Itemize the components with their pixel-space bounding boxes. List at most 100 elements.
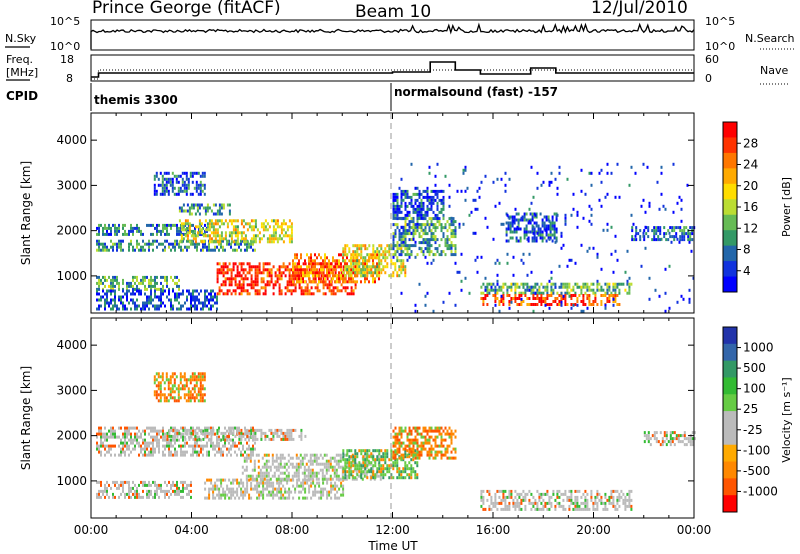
power-cell <box>216 280 219 284</box>
power-cell <box>192 203 195 207</box>
vel-cell <box>426 441 429 445</box>
power-cell <box>546 282 549 286</box>
vel-cell <box>394 444 397 448</box>
power-cell <box>112 289 114 293</box>
power-cell <box>178 301 180 305</box>
power-cell <box>222 262 225 266</box>
power-cell <box>484 288 487 292</box>
power-cell <box>486 303 489 306</box>
vel-cell <box>236 481 239 485</box>
vel-cell <box>134 426 136 430</box>
vel-cell <box>307 471 310 475</box>
power-cell <box>406 223 409 227</box>
vel-cell <box>150 489 152 493</box>
power-cell <box>550 180 553 184</box>
power-cell <box>442 201 445 205</box>
power-cell <box>560 297 563 300</box>
power-cell <box>180 248 182 252</box>
power-cell <box>214 212 217 216</box>
vel-cell <box>242 432 244 436</box>
vel-cell <box>206 426 208 430</box>
vel-cell <box>414 470 417 474</box>
vel-cell <box>295 453 298 457</box>
power-cell <box>196 242 198 246</box>
vel-cell <box>422 435 425 439</box>
power-cell <box>523 233 526 237</box>
vel-cell <box>362 464 365 468</box>
power-cell <box>142 304 144 308</box>
power-cell <box>167 189 170 193</box>
vel-cell <box>98 495 100 499</box>
vel-cell <box>156 492 158 496</box>
power-cell <box>424 226 427 230</box>
vel-cell <box>319 453 322 457</box>
power-cell <box>194 225 197 229</box>
power-cell <box>400 232 403 236</box>
vel-cell <box>420 432 423 436</box>
power-cell <box>158 223 160 227</box>
power-cell <box>312 274 314 278</box>
power-cell <box>356 250 359 254</box>
power-cell <box>300 265 302 269</box>
power-cell <box>392 238 395 242</box>
vel-cell <box>331 465 334 469</box>
power-colorbar-segment <box>723 168 737 185</box>
vel-cell <box>375 474 378 478</box>
power-cell <box>342 274 344 278</box>
power-cell <box>412 235 415 239</box>
power-cell <box>428 223 431 227</box>
power-cell <box>422 253 425 257</box>
power-cell <box>173 174 176 178</box>
power-cell <box>202 245 204 249</box>
power-cell <box>482 297 485 300</box>
power-cell <box>410 253 413 257</box>
vel-cell <box>150 450 152 454</box>
vel-cell <box>408 450 411 454</box>
power-cell <box>550 285 553 289</box>
vel-cell <box>316 490 319 494</box>
power-cell <box>504 189 507 193</box>
power-cell <box>368 256 371 260</box>
vel-cell <box>400 435 403 439</box>
power-colorbar-tick-label: 16 <box>743 200 758 214</box>
power-cell <box>432 217 435 221</box>
power-cell <box>294 256 296 260</box>
power-cell <box>306 286 309 290</box>
power-cell <box>524 291 527 295</box>
vel-cell <box>482 501 485 505</box>
vel-cell <box>114 480 116 484</box>
power-cell <box>669 235 672 239</box>
power-cell <box>300 256 302 260</box>
power-cell <box>104 284 106 288</box>
power-cell <box>516 303 519 306</box>
power-cell <box>432 201 435 205</box>
power-cell <box>306 289 309 293</box>
power-cell <box>446 247 449 251</box>
power-cell <box>216 268 219 272</box>
power-cell <box>590 282 593 286</box>
power-cell <box>314 286 317 290</box>
vel-cell <box>168 447 170 451</box>
power-cell <box>494 261 497 265</box>
power-cell <box>667 229 670 233</box>
vel-cell <box>114 444 116 448</box>
power-cell <box>244 234 247 238</box>
power-cell <box>130 242 132 246</box>
power-cell <box>320 262 322 266</box>
power-cell <box>190 203 193 207</box>
vel-cell <box>252 426 254 430</box>
power-cell <box>193 186 196 190</box>
power-cell <box>552 282 555 286</box>
power-cell <box>646 165 649 169</box>
power-cell <box>276 277 279 281</box>
vel-cell <box>335 474 338 478</box>
power-cell <box>338 253 340 257</box>
power-cell <box>541 233 544 237</box>
vel-cell <box>168 495 170 499</box>
power-cell <box>440 198 443 202</box>
power-cell <box>344 253 346 257</box>
power-cell <box>372 280 374 284</box>
vel-cell <box>291 474 294 478</box>
power-cell <box>528 303 531 306</box>
vel-cell <box>398 450 401 454</box>
